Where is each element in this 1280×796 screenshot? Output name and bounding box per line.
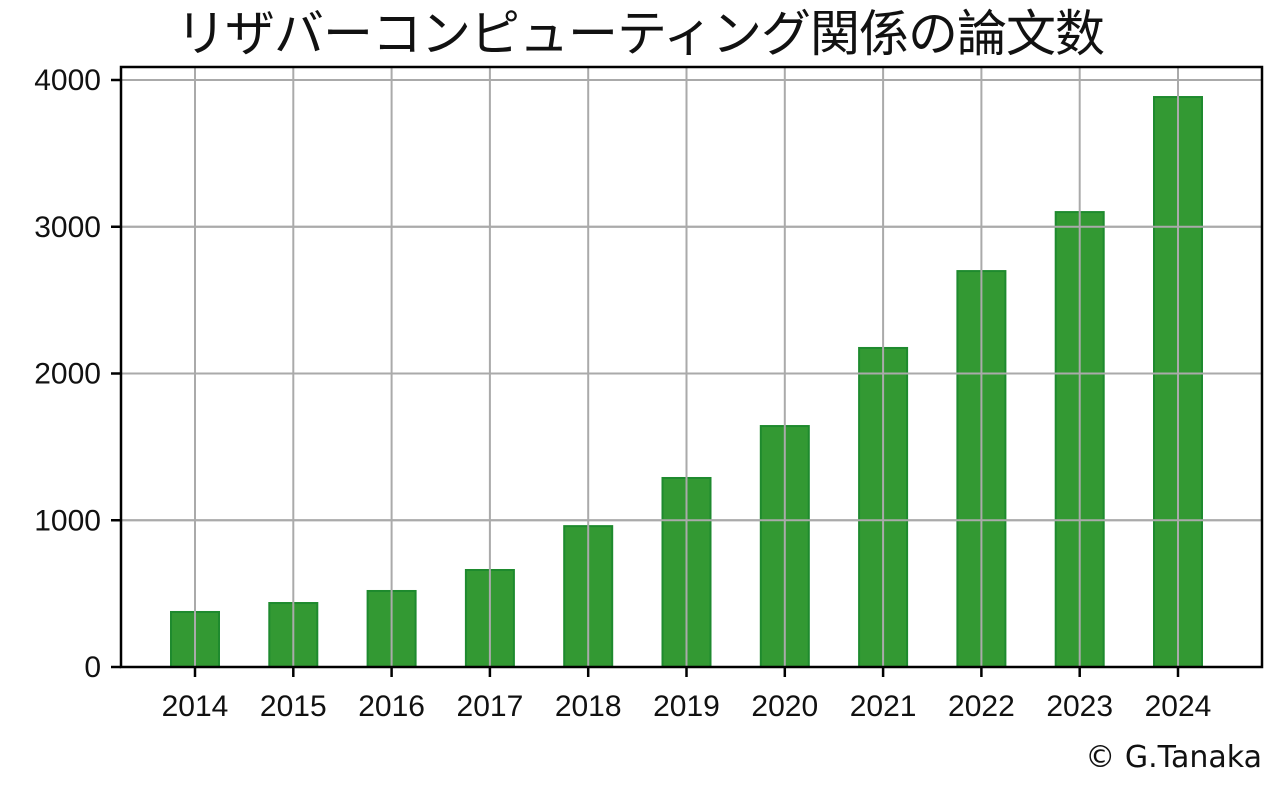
x-tick-label: 2018	[555, 690, 622, 723]
x-tick-label: 2022	[948, 690, 1015, 723]
y-tick-label: 3000	[34, 211, 101, 244]
x-tick-label: 2023	[1046, 690, 1113, 723]
x-tick-label: 2016	[358, 690, 425, 723]
x-axis-ticks: 2014 2015 2016 2017 2018 2019 2020 2021 2022 2023…	[162, 667, 1212, 723]
x-tick-label: 2021	[850, 690, 917, 723]
y-tick-label: 0	[84, 651, 101, 684]
chart-title: リザバーコンピューティング関係の論文数	[176, 5, 1105, 63]
copyright-label: © G.Tanaka	[1085, 740, 1262, 775]
x-tick-label: 2019	[653, 690, 720, 723]
x-tick-label: 2015	[260, 690, 327, 723]
plot-frame	[119, 65, 1264, 669]
y-tick-label: 4000	[34, 64, 101, 97]
axes	[119, 65, 1264, 669]
x-tick-label: 2017	[457, 690, 524, 723]
x-tick-label: 2020	[751, 690, 818, 723]
x-tick-label: 2014	[162, 690, 229, 723]
y-axis-ticks: 0 1000 2000 3000 4000	[34, 64, 121, 684]
y-tick-label: 1000	[34, 504, 101, 537]
x-tick-label: 2024	[1145, 690, 1212, 723]
y-tick-label: 2000	[34, 358, 101, 391]
bars	[121, 67, 1262, 669]
